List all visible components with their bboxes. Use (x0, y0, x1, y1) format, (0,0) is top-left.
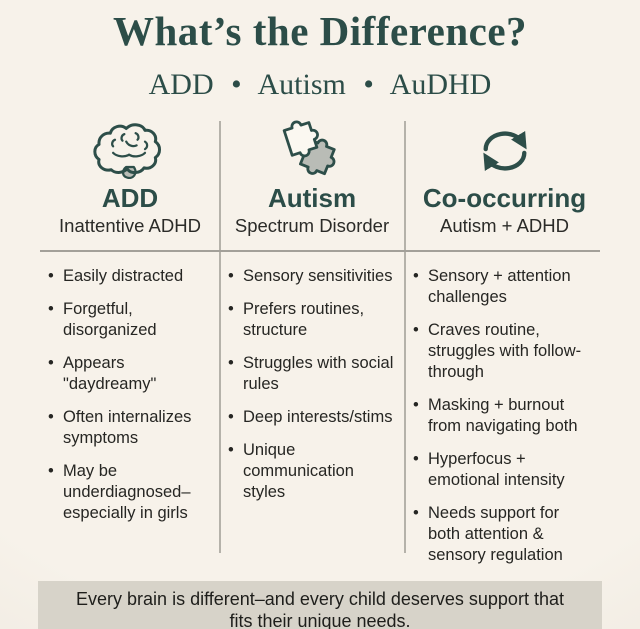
bullet-text: Struggles with social rules (243, 354, 394, 393)
bullet-list: • Sensory sensitivities • Prefers routines… (220, 266, 404, 503)
list-item: • Struggles with social rules (228, 353, 396, 395)
column-name: ADD (101, 183, 159, 213)
brain-icon (93, 123, 162, 180)
list-item: • Craves routine, struggles with follow-t… (413, 320, 585, 383)
bullet-list: • Sensory + attention challenges • Craves … (404, 266, 605, 566)
list-item: • Appears "daydreamy" (48, 353, 216, 395)
list-item: • Sensory sensitivities (228, 266, 396, 287)
column-cooccurring: Co-occurring Autism + ADHD • Sensory + at… (404, 118, 605, 566)
column-subtitle: Inattentive ADHD (59, 215, 201, 236)
column-add: ADD Inattentive ADHD • Easily distracted … (40, 118, 220, 566)
bullet-marker: • (48, 462, 54, 480)
header-divider (40, 250, 600, 252)
list-item: • Unique communication styles (228, 440, 396, 503)
bullet-text: Easily distracted (63, 267, 184, 285)
bullet-marker: • (413, 396, 419, 414)
column-name: Co-occurring (422, 183, 587, 213)
list-item: • Needs support for both attention & sens… (413, 503, 585, 566)
bullet-marker: • (48, 300, 54, 318)
bullet-text: Often internalizes symptoms (63, 408, 192, 447)
bullet-text: Masking + burnout from navigating both (428, 396, 578, 435)
icon-box (404, 120, 605, 182)
bullet-marker: • (48, 267, 54, 285)
bullet-text: Hyperfocus + emotional intensity (428, 450, 565, 489)
bullet-text: Prefers routines, structure (243, 300, 365, 339)
footer-text: Every brain is different–and every child… (76, 589, 564, 629)
list-item: • Prefers routines, structure (228, 299, 396, 341)
list-item: • Masking + burnout from navigating both (413, 395, 585, 437)
bullet-text: Forgetful, disorganized (63, 300, 157, 339)
list-item: • Deep interests/stims (228, 407, 396, 428)
list-item: • Easily distracted (48, 266, 216, 287)
list-item: • Often internalizes symptoms (48, 407, 216, 449)
bullet-marker: • (228, 300, 234, 318)
page-title: What’s the Difference? (112, 8, 528, 54)
bullet-list: • Easily distracted • Forgetful, disorgani… (40, 266, 220, 524)
bullet-text: Needs support for both attention & senso… (428, 504, 563, 564)
bullet-text: Deep interests/stims (243, 408, 393, 426)
bullet-marker: • (228, 441, 234, 459)
bullet-text: Unique communication styles (243, 441, 354, 501)
icon-box (220, 120, 404, 182)
bullet-marker: • (413, 321, 419, 339)
bullet-marker: • (228, 408, 234, 426)
bullet-marker: • (228, 267, 234, 285)
comparison-columns: ADD Inattentive ADHD • Easily distracted … (40, 118, 605, 564)
list-item: • Sensory + attention challenges (413, 266, 585, 308)
list-item: • Forgetful, disorganized (48, 299, 216, 341)
column-subtitle: Spectrum Disorder (234, 215, 390, 236)
cycle-icon (482, 130, 527, 172)
column-autism: Autism Spectrum Disorder • Sensory sensit… (220, 118, 404, 566)
column-divider-1 (219, 121, 221, 553)
page-subtitle: ADD • Autism • AuDHD (148, 68, 492, 101)
puzzle-icon (282, 120, 336, 176)
column-name: Autism (267, 183, 357, 213)
bullet-marker: • (48, 408, 54, 426)
bullet-text: Craves routine, struggles with follow-th… (428, 321, 582, 381)
bullet-text: Sensory + attention challenges (428, 267, 571, 306)
column-divider-2 (404, 121, 406, 553)
list-item: • Hyperfocus + emotional intensity (413, 449, 585, 491)
bullet-marker: • (228, 354, 234, 372)
footer-note: Every brain is different–and every child… (38, 581, 602, 629)
bullet-text: Sensory sensitivities (243, 267, 393, 285)
bullet-text: May be underdiagnosed– especially in gir… (63, 462, 191, 522)
bullet-marker: • (413, 504, 419, 522)
bullet-marker: • (413, 267, 419, 285)
icon-box (40, 120, 220, 182)
column-subtitle: Autism + ADHD (439, 215, 570, 236)
bullet-marker: • (413, 450, 419, 468)
bullet-marker: • (48, 354, 54, 372)
list-item: • May be underdiagnosed– especially in gi… (48, 461, 216, 524)
bullet-text: Appears "daydreamy" (63, 354, 157, 393)
